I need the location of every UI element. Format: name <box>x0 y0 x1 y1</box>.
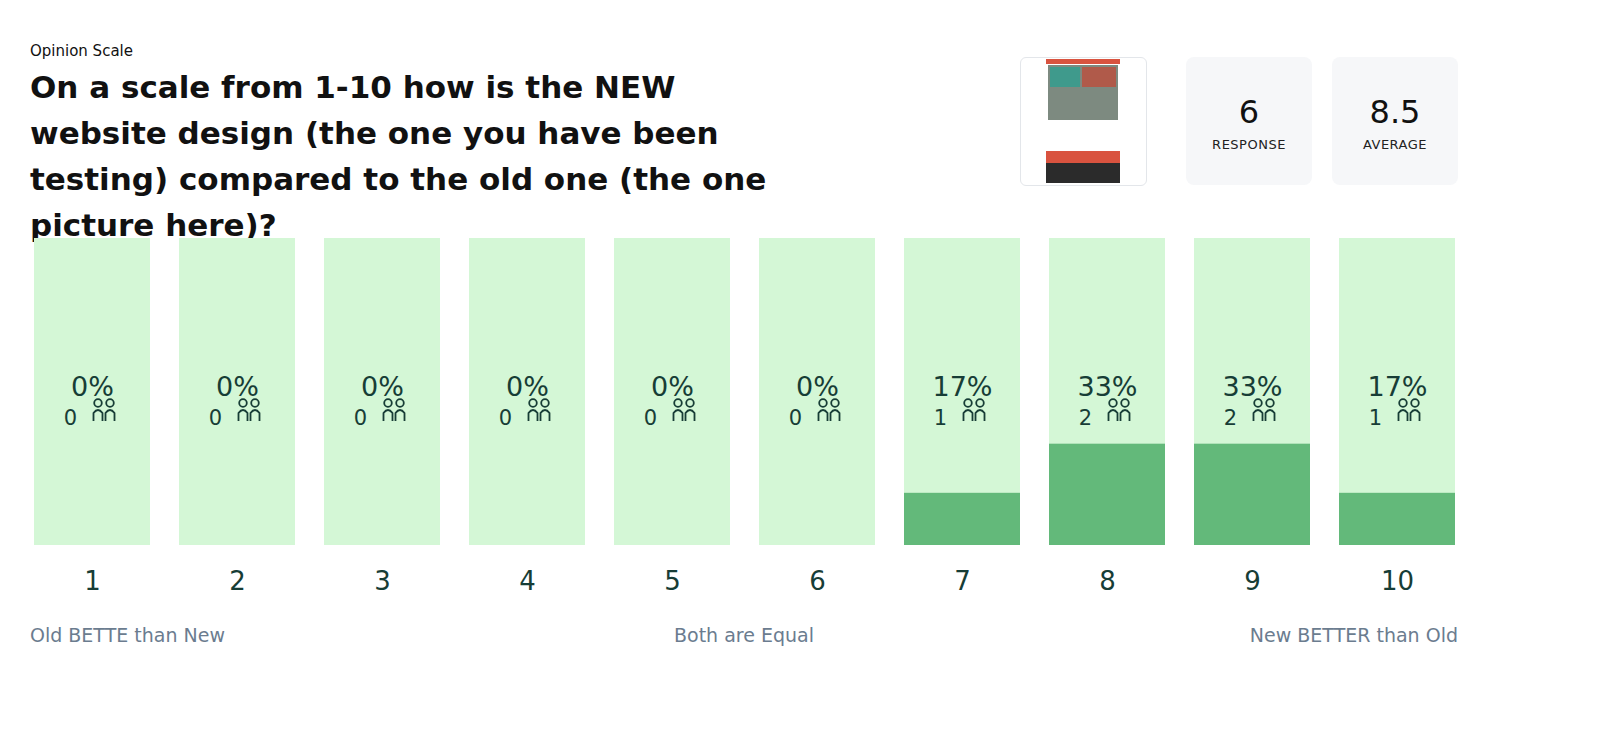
html-text:AVERAGE: AVERAGE <box>1362 137 1428 152</box>
svg-text:7: 7 <box>954 566 971 596</box>
svg-text:3: 3 <box>374 566 391 596</box>
svg-text:6: 6 <box>809 566 826 596</box>
svg-text:1: 1 <box>84 566 101 596</box>
svg-text:33%: 33% <box>1077 371 1137 402</box>
svg-text:0: 0 <box>64 406 77 430</box>
html-text:On a scale from 1-10 how is th: On a scale from 1-10 how is the NEW webs… <box>30 69 767 243</box>
svg-text:9: 9 <box>1244 566 1261 596</box>
svg-text:0%: 0% <box>71 371 114 402</box>
html-text:RESPONSE: RESPONSE <box>1212 137 1286 152</box>
svg-text:0%: 0% <box>506 371 549 402</box>
svg-text:8: 8 <box>1099 566 1116 596</box>
svg-text:0: 0 <box>209 406 222 430</box>
svg-text:1: 1 <box>1369 406 1382 430</box>
svg-text:10: 10 <box>1381 566 1414 596</box>
svg-text:2: 2 <box>229 566 246 596</box>
svg-text:2: 2 <box>1079 406 1092 430</box>
svg-text:0: 0 <box>354 406 367 430</box>
svg-text:1: 1 <box>934 406 947 430</box>
html-text:Both are Equal: Both are Equal <box>674 624 814 646</box>
html-text:6: 6 <box>1238 93 1260 131</box>
svg-text:33%: 33% <box>1222 371 1282 402</box>
html-text:Opinion Scale: Opinion Scale <box>30 42 133 60</box>
svg-text:17%: 17% <box>1367 371 1427 402</box>
svg-text:2: 2 <box>1224 406 1237 430</box>
svg-text:0: 0 <box>644 406 657 430</box>
svg-text:5: 5 <box>664 566 681 596</box>
svg-text:0%: 0% <box>796 371 839 402</box>
svg-text:4: 4 <box>519 566 536 596</box>
svg-text:0%: 0% <box>361 371 404 402</box>
html-text:New BETTER than Old: New BETTER than Old <box>1249 624 1458 646</box>
html-text:Old BETTE than New: Old BETTE than New <box>30 624 225 646</box>
svg-text:17%: 17% <box>932 371 992 402</box>
svg-text:0%: 0% <box>216 371 259 402</box>
html-text:8.5: 8.5 <box>1369 93 1421 131</box>
svg-text:0: 0 <box>499 406 512 430</box>
svg-text:0: 0 <box>789 406 802 430</box>
svg-text:0%: 0% <box>651 371 694 402</box>
